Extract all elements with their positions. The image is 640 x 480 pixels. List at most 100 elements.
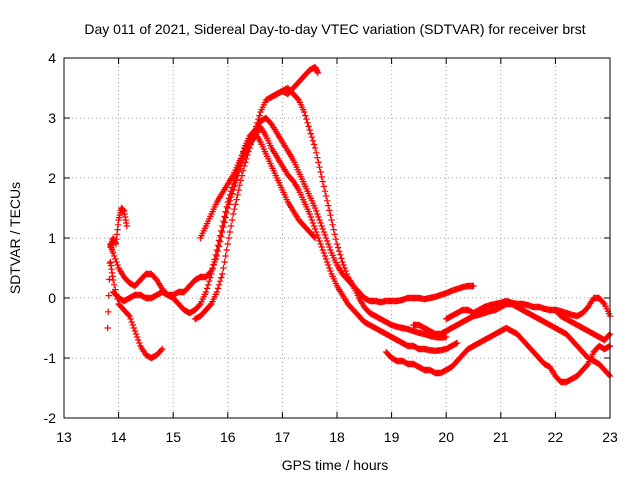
- data-point: [232, 179, 239, 186]
- data-point: [313, 207, 320, 215]
- data-point: [130, 324, 138, 332]
- data-point: [105, 292, 112, 299]
- y-axis-title: SDTVAR / TECUs: [7, 182, 23, 294]
- data-point: [212, 255, 219, 263]
- data-point: [213, 246, 221, 254]
- data-point: [219, 228, 226, 236]
- data-point: [112, 255, 119, 263]
- data-point: [319, 246, 327, 254]
- data-point: [302, 112, 309, 119]
- data-point: [236, 182, 244, 189]
- data-point: [328, 216, 335, 224]
- data-point: [220, 224, 227, 231]
- data-point: [309, 219, 317, 227]
- series-arc-4: [109, 123, 461, 354]
- series-arc-8: [382, 324, 614, 386]
- data-point: [225, 201, 233, 208]
- data-point: [316, 237, 323, 245]
- data-point: [104, 324, 111, 332]
- data-point: [583, 362, 591, 369]
- data-point: [317, 219, 324, 227]
- data-point: [204, 281, 212, 288]
- data-point: [215, 243, 223, 250]
- data-point: [342, 267, 349, 275]
- data-point: [214, 242, 222, 249]
- data-point: [252, 123, 260, 130]
- data-point: [307, 130, 314, 137]
- data-point: [327, 267, 334, 275]
- data-point: [215, 281, 223, 288]
- data-point: [111, 252, 118, 260]
- data-point: [318, 173, 325, 180]
- data-point: [326, 264, 333, 272]
- data-point: [224, 204, 231, 212]
- data-point: [215, 237, 223, 244]
- x-tick-label: 19: [384, 429, 400, 445]
- data-point: [322, 192, 330, 200]
- data-point: [341, 264, 348, 272]
- data-point: [314, 154, 321, 161]
- data-point: [600, 299, 607, 306]
- data-point: [306, 210, 313, 218]
- data-point: [203, 285, 211, 292]
- x-tick-label: 23: [602, 429, 618, 445]
- data-point: [208, 267, 215, 275]
- data-point: [316, 216, 323, 224]
- data-point: [605, 332, 613, 339]
- data-point: [113, 258, 120, 266]
- data-point: [343, 270, 351, 278]
- data-point: [218, 274, 225, 281]
- data-point: [255, 116, 262, 123]
- data-point: [306, 126, 313, 134]
- data-point: [307, 213, 314, 221]
- data-point: [221, 258, 228, 266]
- series-arc-2: [107, 258, 166, 362]
- data-point: [131, 327, 139, 335]
- y-tick-label: 0: [48, 290, 56, 306]
- data-point: [237, 177, 245, 184]
- y-tick-label: 1: [48, 230, 56, 246]
- data-point: [222, 208, 229, 215]
- data-point: [301, 108, 308, 116]
- x-tick-label: 13: [56, 429, 72, 445]
- data-point: [326, 207, 333, 214]
- data-point: [320, 183, 328, 190]
- data-point: [236, 165, 244, 173]
- data-point: [303, 116, 310, 123]
- data-point: [311, 234, 319, 242]
- series-arc-6: [197, 129, 319, 242]
- data-point: [319, 225, 327, 233]
- data-point: [223, 246, 230, 254]
- axis-ticks: [63, 57, 611, 419]
- data-point: [222, 214, 229, 221]
- data-point: [605, 371, 613, 378]
- data-point: [323, 197, 331, 204]
- chart-title: Day 011 of 2021, Sidereal Day-to-day VTE…: [84, 21, 585, 37]
- data-point: [126, 312, 133, 320]
- data-point: [339, 258, 346, 266]
- data-point: [256, 112, 263, 119]
- data-point: [214, 285, 222, 292]
- data-point: [230, 210, 237, 218]
- data-point: [234, 191, 241, 198]
- data-point: [308, 216, 316, 224]
- data-point: [196, 302, 203, 309]
- data-point: [330, 226, 337, 233]
- data-point: [135, 336, 142, 344]
- data-point: [224, 240, 231, 248]
- data-point: [334, 244, 342, 251]
- data-point: [315, 213, 322, 221]
- data-point: [228, 216, 236, 224]
- series-arc-11: [552, 306, 614, 344]
- data-point: [221, 219, 228, 226]
- data-point: [235, 186, 242, 194]
- data-point: [310, 141, 318, 148]
- x-tick-labels: 13 14 15 16 17 18 19 20 21 22 23: [56, 429, 618, 445]
- data-point: [326, 243, 333, 251]
- data-points: [104, 63, 614, 386]
- data-point: [309, 137, 317, 144]
- data-point: [219, 222, 226, 230]
- data-point: [340, 261, 347, 269]
- data-point: [323, 258, 331, 266]
- data-point: [114, 261, 121, 269]
